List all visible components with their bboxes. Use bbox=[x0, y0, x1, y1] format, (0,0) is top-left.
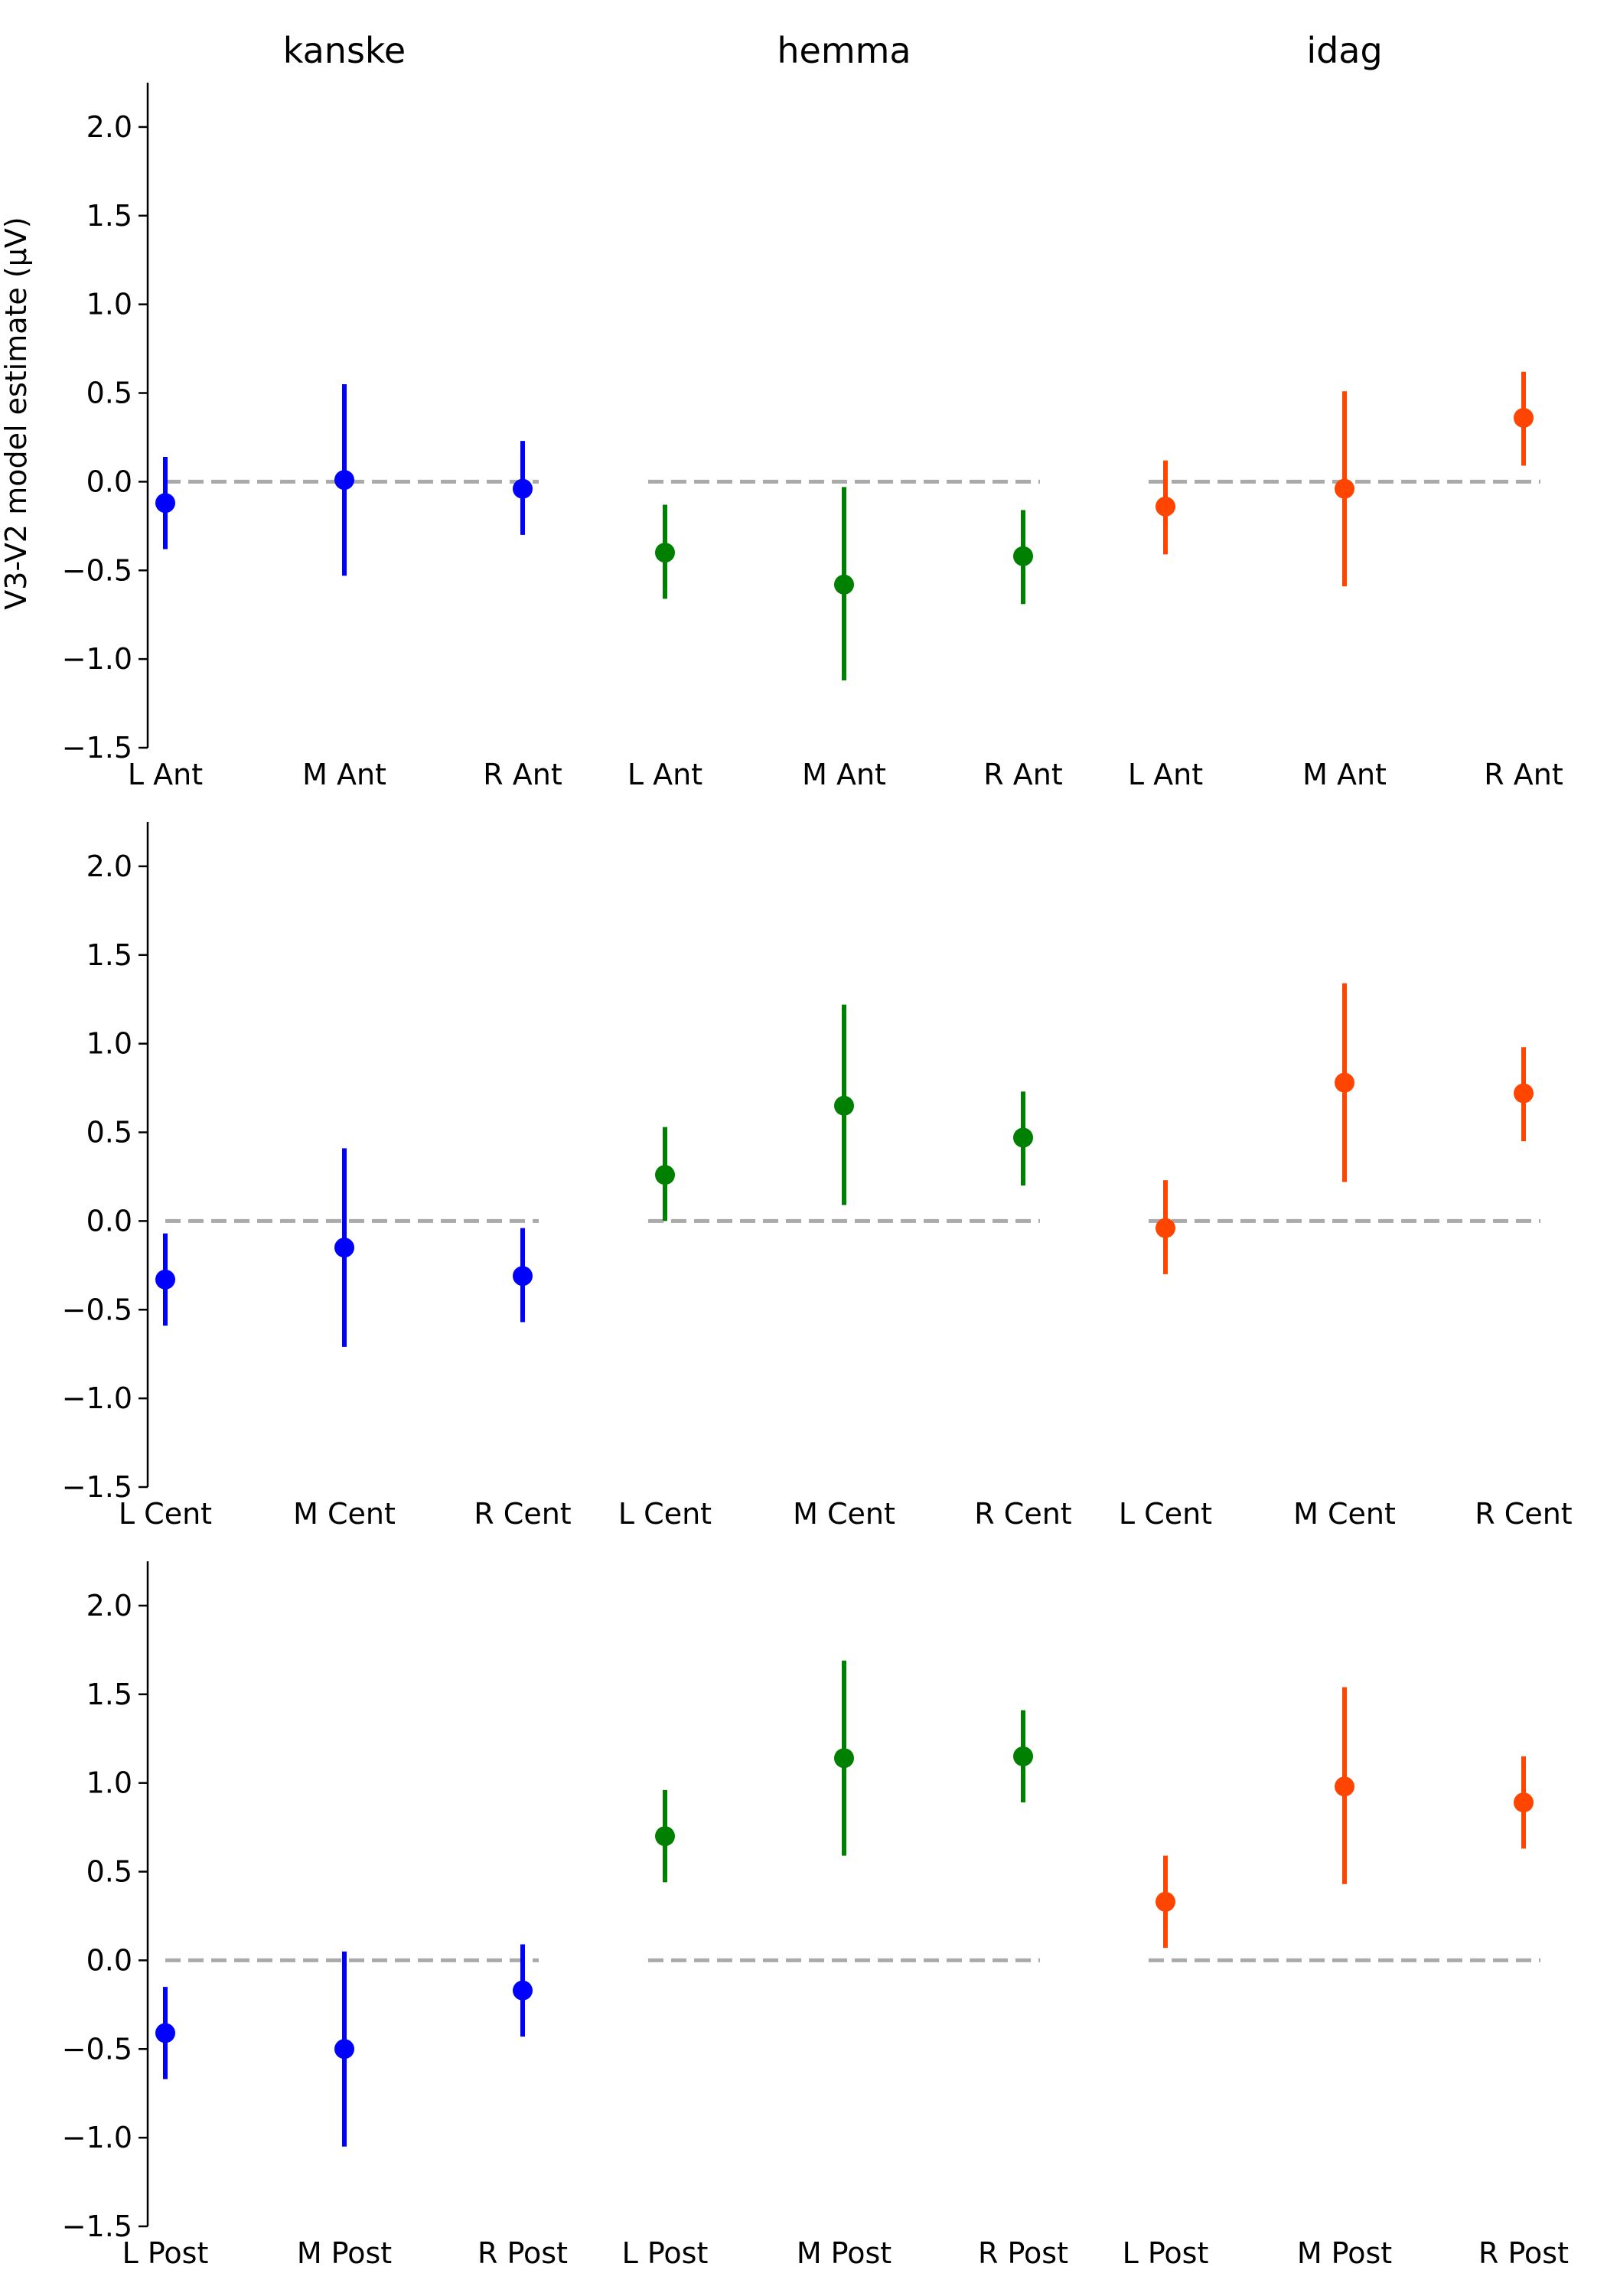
y-tick-label: −1.5 bbox=[62, 1470, 132, 1504]
panel-title-idag: idag bbox=[1306, 30, 1382, 71]
x-tick-label: L Ant bbox=[1128, 758, 1203, 791]
x-tick-label: R Cent bbox=[474, 1497, 571, 1531]
y-tick-label: 1.0 bbox=[86, 288, 132, 321]
x-tick-label: L Ant bbox=[128, 758, 203, 791]
data-point bbox=[834, 574, 854, 595]
x-tick-label: M Cent bbox=[793, 1497, 895, 1531]
panel-row-post: −1.5 −1.0 −0.5 0.0 0.5 1.0 1.5 2.0 L Post M Post R… bbox=[62, 1561, 1569, 2270]
x-tick-label: L Post bbox=[622, 2236, 709, 2270]
data-point bbox=[1335, 1776, 1354, 1797]
y-tick-label: 0.5 bbox=[86, 1855, 132, 1889]
data-point bbox=[1335, 478, 1354, 499]
x-tick-label: M Ant bbox=[302, 758, 386, 791]
data-point bbox=[334, 470, 354, 491]
x-tick-label: R Cent bbox=[1475, 1497, 1572, 1531]
y-tick-label: 0.0 bbox=[86, 1943, 132, 1977]
data-point bbox=[1335, 1072, 1354, 1093]
y-tick-label: 1.0 bbox=[86, 1766, 132, 1800]
x-tick-label: R Ant bbox=[483, 758, 562, 791]
y-tick-label: −0.5 bbox=[62, 2032, 132, 2066]
x-tick-label: M Post bbox=[297, 2236, 392, 2270]
x-tick-label: R Post bbox=[478, 2236, 568, 2270]
y-tick-label: 1.5 bbox=[86, 938, 132, 972]
data-point bbox=[513, 1980, 533, 2001]
x-tick-label: M Ant bbox=[1302, 758, 1387, 791]
y-tick-label: 2.0 bbox=[86, 1589, 132, 1623]
data-point bbox=[155, 2023, 175, 2043]
x-tick-label: M Ant bbox=[802, 758, 886, 791]
y-tick-label: −1.0 bbox=[62, 2121, 132, 2154]
data-point bbox=[1156, 1218, 1175, 1238]
panel-title-hemma: hemma bbox=[777, 30, 911, 71]
y-tick-label: −1.5 bbox=[62, 2210, 132, 2243]
data-point bbox=[334, 1238, 354, 1258]
x-tick-label: L Cent bbox=[119, 1497, 212, 1531]
x-tick-label: L Post bbox=[1123, 2236, 1209, 2270]
x-tick-label: R Post bbox=[978, 2236, 1068, 2270]
x-tick-label: R Ant bbox=[983, 758, 1062, 791]
x-tick-label: R Ant bbox=[1484, 758, 1563, 791]
x-tick-label: M Post bbox=[797, 2236, 892, 2270]
panel-row-cent: −1.5 −1.0 −0.5 0.0 0.5 1.0 1.5 2.0 L Cent M Cent R… bbox=[62, 822, 1573, 1531]
y-tick-label: −1.0 bbox=[62, 1381, 132, 1415]
y-tick-label: 1.0 bbox=[86, 1027, 132, 1061]
data-point bbox=[1514, 407, 1534, 428]
data-point bbox=[655, 1165, 675, 1186]
x-tick-label: L Cent bbox=[1119, 1497, 1212, 1531]
y-tick-label: −0.5 bbox=[62, 1293, 132, 1326]
data-point bbox=[834, 1095, 854, 1116]
panel-title-kanske: kanske bbox=[283, 30, 406, 71]
data-point bbox=[1514, 1792, 1534, 1813]
y-tick-label: 2.0 bbox=[86, 110, 132, 144]
x-tick-label: L Ant bbox=[627, 758, 702, 791]
x-tick-label: L Cent bbox=[618, 1497, 712, 1531]
data-point bbox=[155, 493, 175, 514]
data-point bbox=[834, 1748, 854, 1769]
y-tick-label: 0.5 bbox=[86, 377, 132, 410]
x-tick-label: M Post bbox=[1297, 2236, 1392, 2270]
data-point bbox=[1156, 1891, 1175, 1912]
data-point bbox=[334, 2039, 354, 2060]
data-point bbox=[513, 478, 533, 499]
data-point bbox=[1013, 1746, 1033, 1766]
y-tick-label: 0.0 bbox=[86, 1204, 132, 1238]
y-tick-label: −1.5 bbox=[62, 731, 132, 765]
x-tick-label: M Cent bbox=[293, 1497, 396, 1531]
y-tick-label: −0.5 bbox=[62, 553, 132, 587]
y-tick-label: 1.5 bbox=[86, 199, 132, 233]
data-point bbox=[155, 1269, 175, 1290]
data-point bbox=[655, 543, 675, 563]
x-tick-label: R Post bbox=[1478, 2236, 1569, 2270]
data-point bbox=[1156, 496, 1175, 517]
y-tick-label: 2.0 bbox=[86, 850, 132, 883]
y-tick-label: −1.0 bbox=[62, 642, 132, 676]
y-tick-label: 0.0 bbox=[86, 465, 132, 498]
y-tick-label: 1.5 bbox=[86, 1678, 132, 1711]
y-tick-label: 0.5 bbox=[86, 1116, 132, 1150]
chart-panels: kanske hemma idag −1.5 −1.0 −0.5 0.0 0.5 1.0 1.5 2… bbox=[62, 30, 1573, 2270]
x-tick-label: L Post bbox=[122, 2236, 209, 2270]
x-tick-label: M Cent bbox=[1293, 1497, 1396, 1531]
x-tick-label: R Cent bbox=[974, 1497, 1071, 1531]
data-point bbox=[513, 1266, 533, 1287]
data-point bbox=[1013, 1127, 1033, 1148]
data-point bbox=[1013, 546, 1033, 566]
data-point bbox=[655, 1826, 675, 1847]
panel-row-ant: −1.5 −1.0 −0.5 0.0 0.5 1.0 1.5 2.0 L Ant M Ant R A… bbox=[62, 83, 1563, 791]
y-axis-title: V3-V2 model estimate (μV) bbox=[0, 217, 33, 609]
data-point bbox=[1514, 1083, 1534, 1104]
